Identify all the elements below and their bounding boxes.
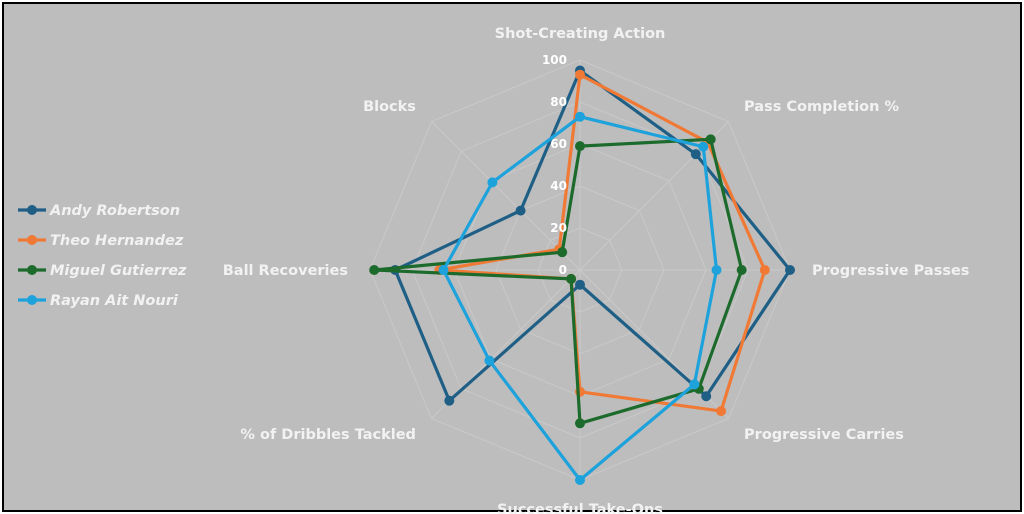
data-point [689,379,700,390]
legend-swatch-marker [27,295,37,305]
data-point [575,418,585,429]
series-rayan-ait-nouri [438,111,722,485]
data-point [759,265,770,275]
data-point [690,149,701,160]
data-point [566,273,577,284]
data-point [444,395,455,406]
tick-label: 60 [550,137,567,151]
legend: Andy Robertson Theo Hernandez Miguel Gutie… [18,203,187,309]
axis-label: Successful Take-Ons [497,502,663,514]
tick-label: 100 [542,53,567,67]
data-point [711,265,722,275]
axis-label: % of Dribbles Tackled [240,427,416,443]
tick-label: 20 [550,221,567,235]
grid-spoke [431,121,581,271]
legend-item: Rayan Ait Nouri [18,293,179,309]
tick-label: 80 [550,95,567,109]
legend-label: Andy Robertson [49,203,180,219]
data-point [575,69,585,80]
data-point [701,391,712,402]
legend-swatch-marker [27,265,37,275]
radar-axis-labels: Shot-Creating Action Pass Completion % Pro… [223,26,970,514]
data-point [557,247,568,258]
data-point [487,177,498,188]
tick-label: 40 [550,179,567,193]
axis-label: Shot-Creating Action [495,26,666,42]
data-point [438,265,449,275]
data-point [484,355,495,366]
data-point [515,205,526,216]
radar-series [369,65,795,485]
data-point [575,475,585,485]
axis-label: Progressive Carries [744,427,904,443]
axis-label: Ball Recoveries [223,263,348,279]
tick-label: 0 [559,263,567,277]
axis-label: Pass Completion % [744,99,899,115]
data-point [369,265,380,275]
data-point [716,406,727,417]
legend-swatch-marker [27,205,37,215]
series-miguel-gutierrez [369,134,747,429]
data-point [575,141,585,152]
data-point [785,265,795,275]
legend-item: Miguel Gutierrez [18,263,187,279]
data-point [736,265,747,275]
axis-label: Progressive Passes [812,263,969,279]
legend-item: Theo Hernandez [18,233,184,249]
legend-swatch-marker [27,235,37,245]
legend-label: Miguel Gutierrez [50,263,187,279]
data-point [575,111,585,122]
data-point [575,279,585,290]
axis-label: Blocks [363,99,416,115]
legend-label: Rayan Ait Nouri [50,293,179,309]
data-point [705,134,716,145]
radar-tick-labels: 0 20 40 60 80 100 [542,53,567,277]
legend-item: Andy Robertson [18,203,180,219]
legend-label: Theo Hernandez [50,233,184,249]
data-point [698,141,709,152]
